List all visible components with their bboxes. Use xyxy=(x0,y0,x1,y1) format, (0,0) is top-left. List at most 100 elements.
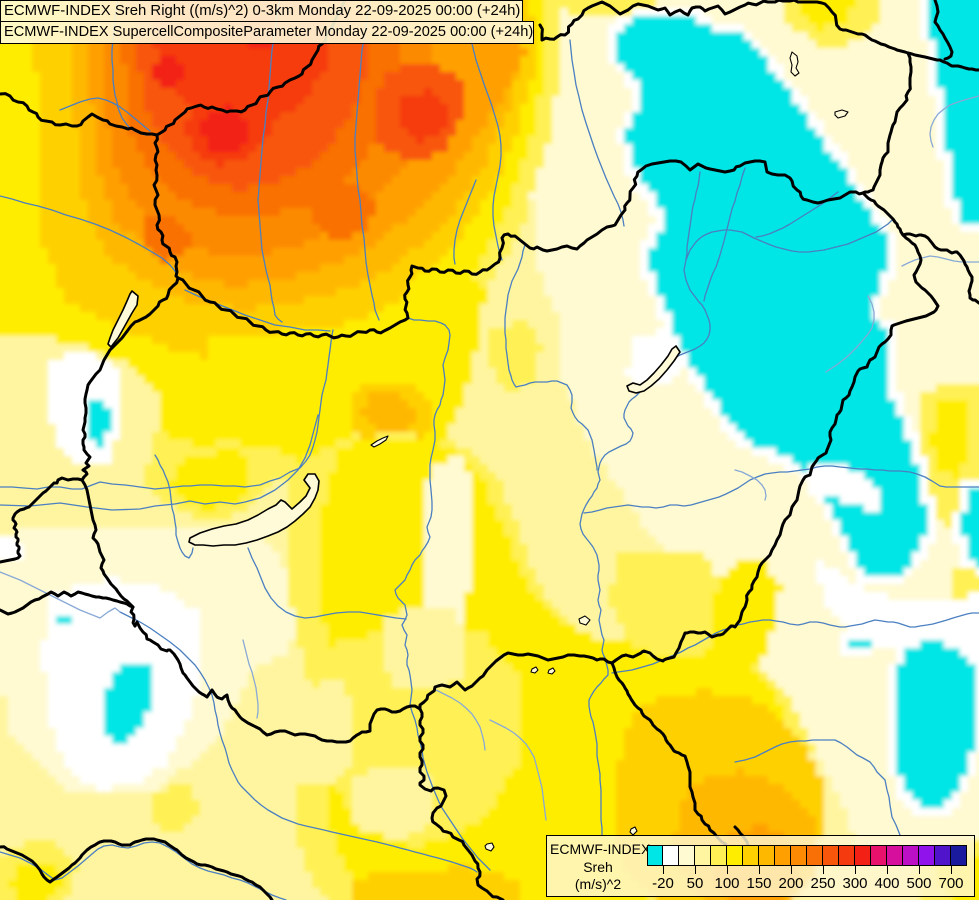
river-hron xyxy=(354,0,380,321)
border-sk-ua xyxy=(861,51,913,195)
border-cz-at xyxy=(0,92,159,137)
legend-tick xyxy=(759,866,760,874)
border-at-hu xyxy=(80,276,180,482)
legend-swatch-18 xyxy=(935,845,951,866)
legend-title: ECMWF-INDEX Sreh (m/s)^2 xyxy=(550,841,651,894)
river-sajo xyxy=(685,171,701,260)
lake-lake5 xyxy=(530,666,539,674)
legend-tick-label: 700 xyxy=(938,875,964,892)
legend-swatch-11 xyxy=(823,845,839,866)
lake-tiszato xyxy=(626,345,681,394)
river-dtcsat xyxy=(435,689,486,751)
border-ua-ro xyxy=(901,232,979,305)
legend-tick-label: 100 xyxy=(714,875,740,892)
lake-lake6 xyxy=(547,667,556,675)
border-hr-ba xyxy=(0,837,274,900)
legend-tick-label: -20 xyxy=(652,875,674,892)
legend-box: ECMWF-INDEX Sreh (m/s)^2 -20 50 100 150 200 2… xyxy=(546,835,975,897)
map-title-line-2: ECMWF-INDEX SupercellCompositeParameter … xyxy=(0,21,534,44)
river-raba xyxy=(0,329,334,490)
legend-swatch-13 xyxy=(855,845,871,866)
legend-swatch-14 xyxy=(871,845,887,866)
legend-tick-label: 250 xyxy=(810,875,836,892)
legend-tick-label: 150 xyxy=(746,875,772,892)
river-ipoly xyxy=(453,179,477,265)
lake-zemplin xyxy=(789,51,800,77)
border-at-si xyxy=(0,476,84,564)
border-ua-n xyxy=(933,0,954,61)
river-sio xyxy=(247,547,407,620)
river-drava xyxy=(119,611,478,873)
lake-lake2 xyxy=(834,109,849,119)
river-koros2 xyxy=(734,469,767,501)
lake-lake4 xyxy=(578,615,591,626)
lake-lake7 xyxy=(629,826,638,836)
legend-swatch-16 xyxy=(903,845,919,866)
legend-tick xyxy=(887,866,888,874)
lake-balaton xyxy=(188,473,320,547)
legend-tick-label: 500 xyxy=(906,875,932,892)
legend-swatch-6 xyxy=(743,845,759,866)
river-ukr1 xyxy=(929,95,979,148)
border-hu-hr2 xyxy=(129,605,137,628)
river-maros xyxy=(611,612,979,674)
legend-tick xyxy=(919,866,920,874)
river-kapos xyxy=(242,639,259,719)
river-marcal xyxy=(0,414,319,511)
legend-tick xyxy=(951,866,952,874)
border-sk-hu xyxy=(176,159,865,340)
legend-tick xyxy=(823,866,824,874)
border-hu-ro xyxy=(610,233,940,665)
legend-swatch-0 xyxy=(647,845,663,866)
border-pl-sk xyxy=(538,0,910,55)
legend-tick-label: 200 xyxy=(778,875,804,892)
legend-swatch-17 xyxy=(919,845,935,866)
border-at-sk xyxy=(152,133,180,280)
legend-swatch-5 xyxy=(727,845,743,866)
river-nyirseg xyxy=(825,295,875,373)
river-koros xyxy=(583,465,979,514)
legend-swatch-8 xyxy=(775,845,791,866)
legend-tick-label: 300 xyxy=(842,875,868,892)
legend-title-line-1: ECMWF-INDEX xyxy=(550,841,651,857)
river-vah xyxy=(257,0,283,323)
river-dyje xyxy=(59,97,151,132)
legend-tick xyxy=(727,866,728,874)
border-rs-ro xyxy=(610,661,744,866)
legend-tick-label: 50 xyxy=(686,875,704,892)
legend-tick xyxy=(695,866,696,874)
legend-tick xyxy=(791,866,792,874)
legend-swatch-2 xyxy=(679,845,695,866)
river-zagyva xyxy=(504,244,598,471)
border-hu-rs xyxy=(418,651,614,711)
border-hu-ua xyxy=(861,191,905,237)
legend-swatch-10 xyxy=(807,845,823,866)
legend-tick-label: 400 xyxy=(874,875,900,892)
lake-lake3 xyxy=(484,842,495,852)
legend-swatch-1 xyxy=(663,845,679,866)
river-tisza xyxy=(579,218,894,837)
river-mura xyxy=(0,571,121,619)
legend-title-line-3: (m/s)^2 xyxy=(574,876,622,892)
river-slov1 xyxy=(569,39,625,227)
legend-swatch-19 xyxy=(951,845,967,866)
border-hu-si xyxy=(80,478,135,609)
river-danube-at xyxy=(0,195,179,279)
legend-swatch-4 xyxy=(711,845,727,866)
river-danube-hu xyxy=(394,317,491,871)
river-zala xyxy=(154,454,194,559)
legend-tick xyxy=(663,866,664,874)
map-title-line-1: ECMWF-INDEX Sreh Right ((m/s)^2) 0-3km M… xyxy=(0,0,523,22)
river-slov2 xyxy=(469,34,503,261)
legend-swatch-15 xyxy=(887,845,903,866)
river-bega xyxy=(734,739,901,836)
lake-velence xyxy=(370,435,389,448)
legend-swatch-12 xyxy=(839,845,855,866)
legend-swatch-7 xyxy=(759,845,775,866)
river-hernad xyxy=(703,167,746,302)
